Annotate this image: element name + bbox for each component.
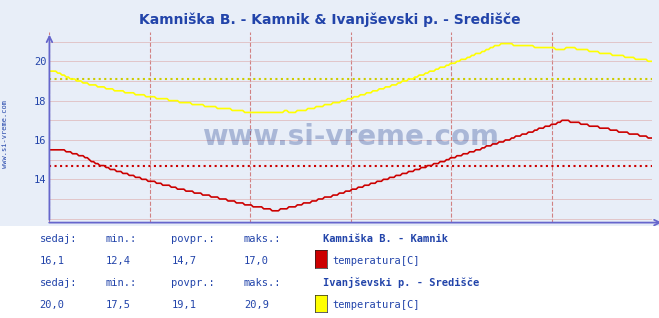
Text: min.:: min.: [105, 234, 136, 244]
Text: min.:: min.: [105, 278, 136, 288]
Text: 20,9: 20,9 [244, 301, 269, 310]
Text: maks.:: maks.: [244, 234, 281, 244]
Text: Kamniška B. - Kamnik: Kamniška B. - Kamnik [323, 234, 448, 244]
Text: temperatura[C]: temperatura[C] [333, 256, 420, 266]
Text: www.si-vreme.com: www.si-vreme.com [2, 100, 9, 168]
Text: sedaj:: sedaj: [40, 234, 77, 244]
Text: 14,7: 14,7 [171, 256, 196, 266]
Text: 12,4: 12,4 [105, 256, 130, 266]
Text: Ivanjševski p. - Središče: Ivanjševski p. - Središče [323, 277, 479, 288]
Text: Kamniška B. - Kamnik & Ivanjševski p. - Središče: Kamniška B. - Kamnik & Ivanjševski p. - … [138, 13, 521, 27]
Text: www.si-vreme.com: www.si-vreme.com [202, 123, 500, 151]
Text: povpr.:: povpr.: [171, 234, 215, 244]
Text: sedaj:: sedaj: [40, 278, 77, 288]
Text: 17,0: 17,0 [244, 256, 269, 266]
Text: maks.:: maks.: [244, 278, 281, 288]
Text: 19,1: 19,1 [171, 301, 196, 310]
Text: 20,0: 20,0 [40, 301, 65, 310]
Text: temperatura[C]: temperatura[C] [333, 301, 420, 310]
Text: povpr.:: povpr.: [171, 278, 215, 288]
Text: 17,5: 17,5 [105, 301, 130, 310]
Text: 16,1: 16,1 [40, 256, 65, 266]
